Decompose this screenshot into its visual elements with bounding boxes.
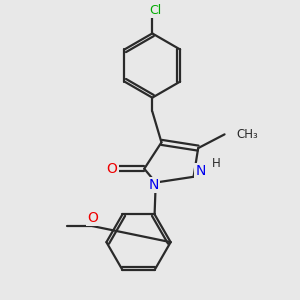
Text: N: N (195, 164, 206, 178)
Text: O: O (87, 211, 98, 225)
Text: CH₃: CH₃ (236, 128, 258, 141)
Text: N: N (148, 178, 159, 192)
Text: Cl: Cl (150, 4, 162, 17)
Text: H: H (212, 157, 221, 169)
Text: O: O (107, 162, 118, 176)
